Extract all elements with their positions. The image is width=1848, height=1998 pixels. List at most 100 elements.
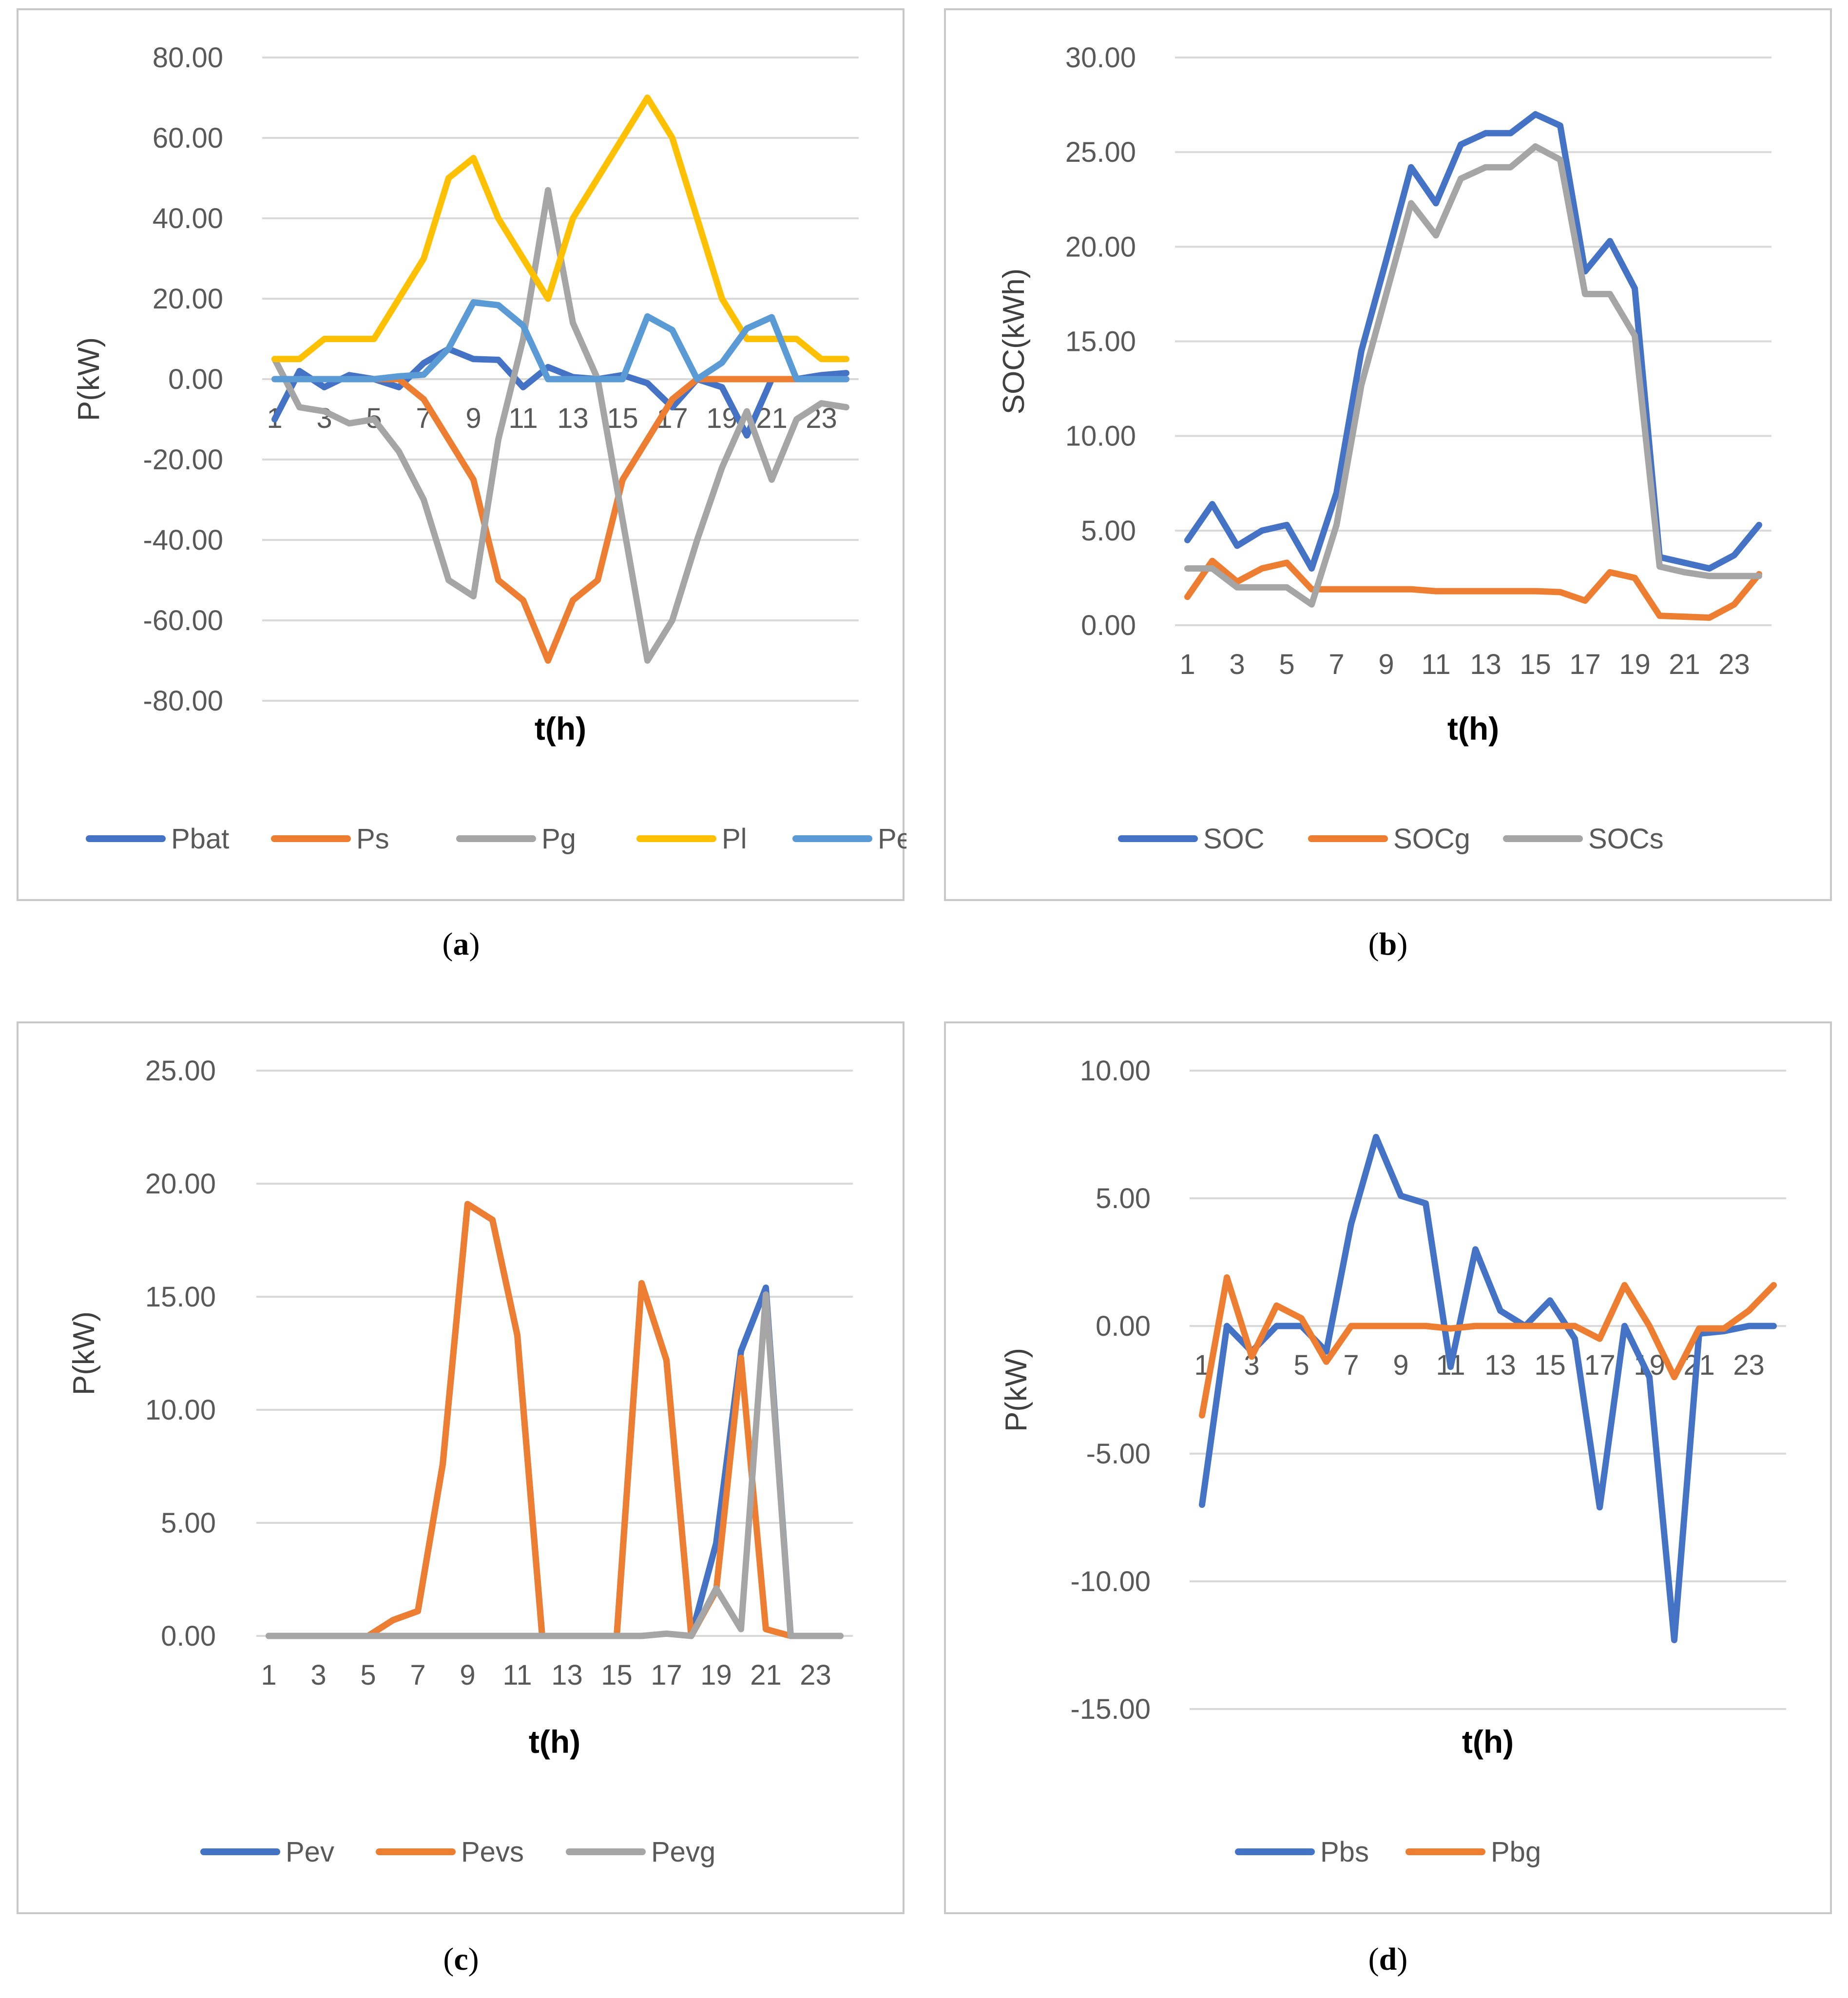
y-tick-labels-c: 25.00 20.00 15.00 10.00 5.00 0.00: [145, 1055, 216, 1652]
legend-c: Pev Pevs Pevg: [200, 1836, 715, 1868]
series-line-pl: [271, 95, 849, 363]
legend-label: SOCg: [1393, 823, 1470, 855]
x-tick-labels-d: 1 3 5 7 9 11 13 15 17 19 21 23: [1194, 1349, 1764, 1381]
legend-item-pbat: Pbat: [86, 823, 229, 855]
legend-item-pev: Pev: [200, 1836, 334, 1868]
x-tick-label: 3: [310, 1659, 326, 1691]
y-tick-labels-a: 80.00 60.00 40.00 20.00 0.00 -20.00 -40.00 -60.…: [143, 42, 223, 717]
x-tick-label: 7: [410, 1659, 425, 1691]
y-tick-label: -60.00: [143, 605, 223, 636]
y-axis-title: P(kW): [1000, 1348, 1033, 1432]
series-line-pbs: [1199, 1133, 1777, 1643]
caption-c: (c): [443, 1941, 479, 1977]
x-tick-label: 15: [1520, 649, 1551, 680]
y-tick-label: 10.00: [1080, 1055, 1151, 1087]
y-tick-label: 20.00: [153, 283, 223, 315]
y-axis-title: P(kW): [67, 1311, 101, 1395]
y-tick-label: 5.00: [1096, 1183, 1151, 1214]
legend-label: Pg: [541, 823, 576, 855]
x-tick-label: 21: [750, 1659, 782, 1691]
x-tick-label: 15: [601, 1659, 633, 1691]
y-tick-label: -40.00: [143, 524, 223, 556]
legend-label: Pevs: [461, 1836, 524, 1868]
y-tick-label: 5.00: [161, 1507, 216, 1539]
chart-a-svg: 80.00 60.00 40.00 20.00 0.00 -20.00 -40.00 -60.…: [72, 42, 906, 855]
legend-item-ps: Ps: [271, 823, 389, 855]
x-tick-label: 11: [508, 403, 538, 434]
y-axis-title: P(kW): [72, 337, 106, 421]
y-tick-label: 20.00: [1065, 231, 1136, 263]
series-line-socg: [1184, 557, 1762, 621]
y-axis-title: SOC(kWh): [997, 269, 1031, 415]
chart-panel-b: 30.00 25.00 20.00 15.00 10.00 5.00 0.00 1 3 5 7 9 11…: [944, 8, 1832, 901]
y-tick-labels-b: 30.00 25.00 20.00 15.00 10.00 5.00 0.00: [1065, 42, 1136, 641]
y-tick-label: 5.00: [1081, 515, 1136, 547]
series-line-soc: [1184, 111, 1762, 572]
x-tick-label: 19: [1619, 649, 1651, 680]
x-tick-label: 9: [1393, 1349, 1408, 1381]
chart-panel-c: 25.00 20.00 15.00 10.00 5.00 0.00 1 3 5 7 9 11 13 15 1…: [17, 1021, 905, 1914]
legend-item-pevg: Pevg: [566, 1836, 715, 1868]
legend-item-pev: Pev: [792, 823, 906, 855]
y-tick-label: -80.00: [143, 685, 223, 717]
series-line-pev: [271, 299, 849, 383]
series-line-socs: [1184, 143, 1762, 608]
y-tick-label: 20.00: [145, 1168, 216, 1200]
x-tick-label: 17: [1569, 649, 1601, 680]
legend-label: Pevg: [651, 1836, 715, 1868]
legend-label: Ps: [356, 823, 389, 855]
y-tick-label: 0.00: [1081, 610, 1136, 641]
x-axis-title: t(h): [1447, 711, 1499, 747]
y-tick-label: 10.00: [1065, 421, 1136, 452]
chart-d-svg: 10.005.000.00-5.00-10.00-15.001 3 5 7 9 11 13 1…: [1000, 1055, 1786, 1868]
legend-label: Pl: [722, 823, 747, 855]
x-tick-label: 1: [1179, 649, 1195, 680]
legend-item-pevs: Pevs: [376, 1836, 524, 1868]
x-tick-label: 5: [1279, 649, 1294, 680]
legend-label: SOC: [1203, 823, 1265, 855]
legend-item-socs: SOCs: [1503, 823, 1664, 855]
x-tick-label: 11: [1421, 649, 1450, 680]
legend-d: Pbs Pbg: [1235, 1836, 1541, 1868]
legend-label: Pbat: [171, 823, 229, 855]
x-tick-label: 17: [1584, 1349, 1616, 1381]
legend-label: Pbg: [1491, 1836, 1541, 1868]
x-tick-label: 7: [1343, 1349, 1359, 1381]
x-tick-label: 9: [460, 1659, 475, 1691]
caption-d: (d): [1368, 1941, 1408, 1977]
series-line-pevg: [266, 1291, 844, 1639]
y-tick-label: 80.00: [153, 42, 223, 74]
series-group-d: [1199, 1133, 1777, 1643]
series-line-pbg: [1199, 1274, 1777, 1419]
gridlines-b: [1175, 57, 1771, 626]
legend-b: SOC SOCg SOCs: [1118, 823, 1664, 855]
y-tick-label: 0.00: [168, 364, 223, 395]
y-tick-label: -20.00: [143, 444, 223, 476]
x-tick-label: 15: [1534, 1349, 1566, 1381]
x-tick-label: 1: [261, 1659, 276, 1691]
series-group-a: [271, 95, 849, 664]
y-tick-label: 15.00: [1065, 326, 1136, 358]
y-tick-label: 25.00: [145, 1055, 216, 1087]
x-tick-label: 5: [1293, 1349, 1309, 1381]
legend-item-socg: SOCg: [1308, 823, 1470, 855]
chart-panel-d: 10.00 5.00 0.00 -5.00 -10.00 -15.00 1 3 5 7 9 11 13 1…: [944, 1021, 1832, 1914]
x-tick-label: 13: [1484, 1349, 1516, 1381]
y-tick-label: 15.00: [145, 1281, 216, 1313]
y-tick-labels-d: 10.00 5.00 0.00 -5.00 -10.00 -15.00: [1071, 1055, 1151, 1725]
x-tick-label: 7: [1328, 649, 1344, 680]
x-tick-label: 23: [1718, 649, 1750, 680]
x-tick-label: 13: [1470, 649, 1502, 680]
legend-item-pl: Pl: [636, 823, 747, 855]
legend-label: Pbs: [1320, 1836, 1369, 1868]
y-tick-label: -15.00: [1071, 1693, 1151, 1725]
legend-item-pbg: Pbg: [1405, 1836, 1541, 1868]
caption-a: (a): [442, 926, 480, 962]
series-group-c: [266, 1201, 844, 1639]
legend-label: SOCs: [1588, 823, 1664, 855]
y-tick-label: 25.00: [1065, 136, 1136, 168]
y-tick-label: -10.00: [1071, 1566, 1151, 1597]
x-tick-label: 17: [651, 1659, 682, 1691]
y-tick-label: 0.00: [161, 1620, 216, 1652]
x-tick-label: 21: [1669, 649, 1700, 680]
